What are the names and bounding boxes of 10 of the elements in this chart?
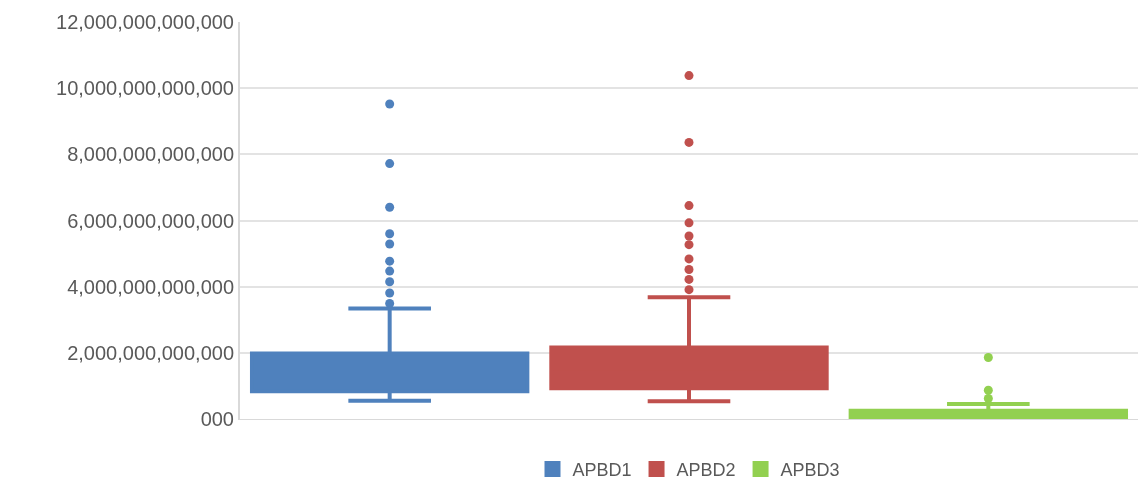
y-tick-label: 4,000,000,000,000 <box>67 275 234 298</box>
legend-label: APBD3 <box>780 459 840 480</box>
y-tick-label: 8,000,000,000,000 <box>67 143 234 166</box>
y-tick-label: 2,000,000,000,000 <box>67 341 234 364</box>
legend-label: APBD2 <box>676 459 736 480</box>
y-tick-label: 12,000,000,000,000 <box>56 11 234 33</box>
legend-label: APBD1 <box>572 459 632 480</box>
y-tick-label: 10,000,000,000,000 <box>56 77 234 100</box>
y-tick-label: 000 <box>200 408 234 430</box>
y-tick-label: 6,000,000,000,000 <box>67 209 234 232</box>
